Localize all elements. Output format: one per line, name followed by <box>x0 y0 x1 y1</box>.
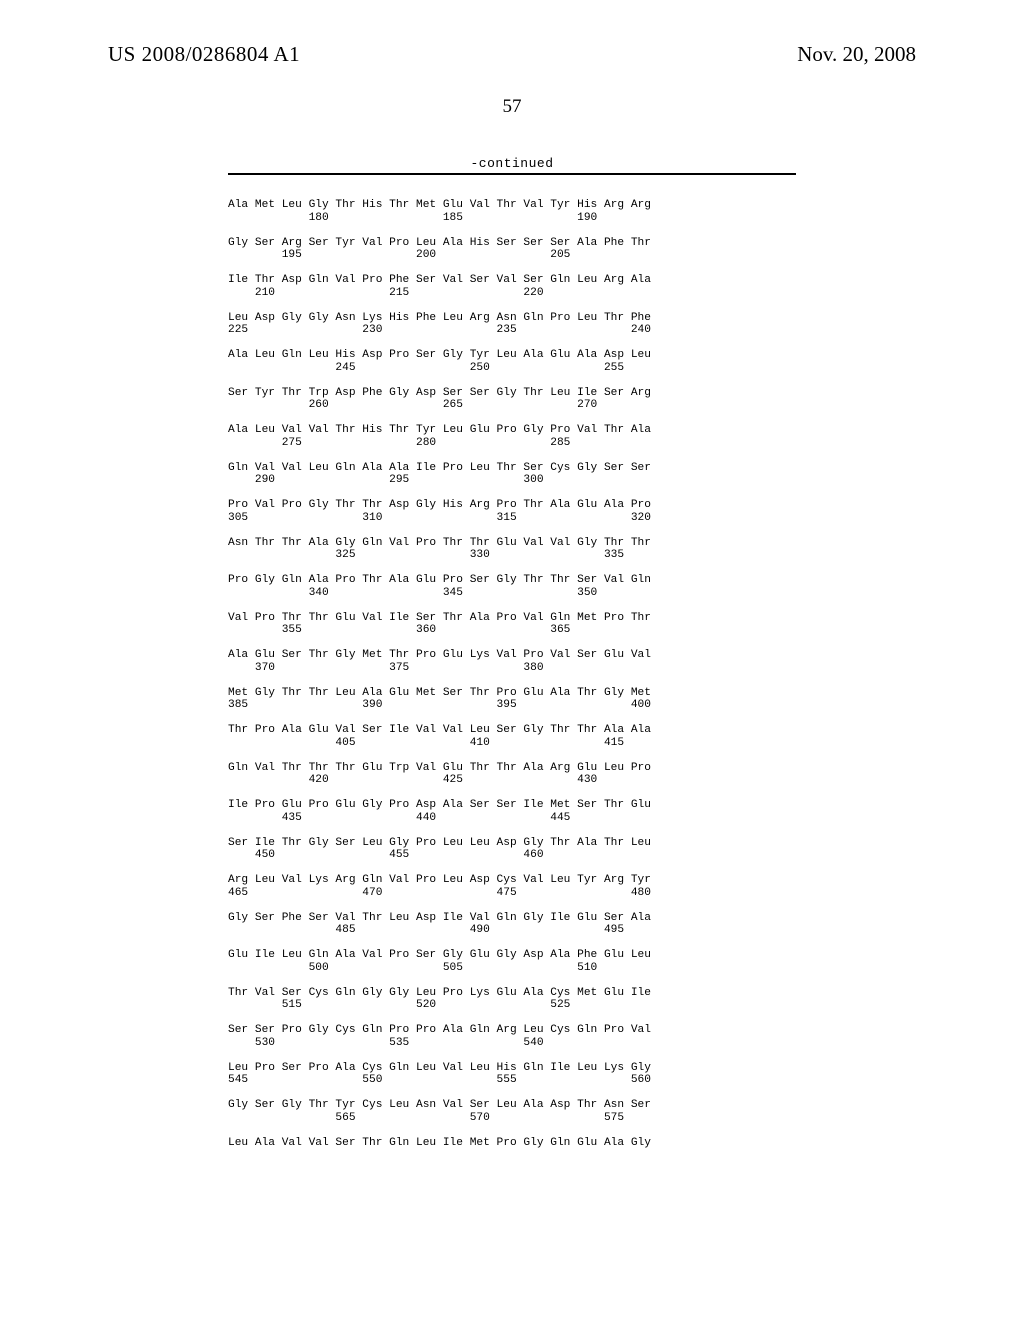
sequence-listing: Ala Met Leu Gly Thr His Thr Met Glu Val … <box>228 199 796 1149</box>
page-number: 57 <box>0 96 1024 118</box>
continued-label: -continued <box>228 156 796 171</box>
divider <box>228 173 796 175</box>
page: US 2008/0286804 A1 Nov. 20, 2008 57 -con… <box>0 0 1024 1320</box>
publication-date: Nov. 20, 2008 <box>797 42 916 67</box>
publication-number: US 2008/0286804 A1 <box>108 42 300 67</box>
continued-block: -continued <box>228 156 796 175</box>
